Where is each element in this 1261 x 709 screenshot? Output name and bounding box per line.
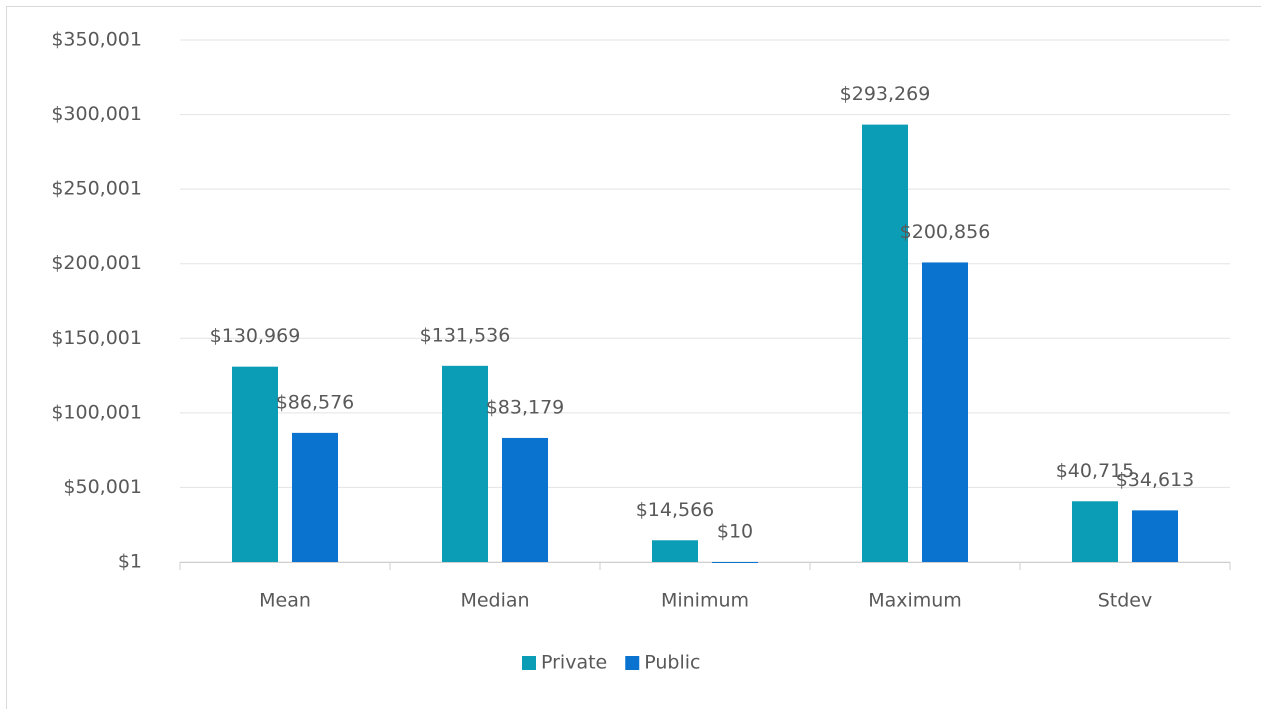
data-label: $83,179 <box>486 396 565 418</box>
data-label: $40,715 <box>1056 460 1135 482</box>
data-label: $34,613 <box>1116 469 1195 491</box>
data-label: $86,576 <box>276 391 355 413</box>
y-tick-label: $300,001 <box>51 103 142 125</box>
bar <box>922 262 968 562</box>
legend-label: Private <box>541 652 607 674</box>
bar <box>862 124 908 562</box>
y-tick-label: $1 <box>118 551 142 573</box>
bar <box>1072 501 1118 562</box>
y-tick-label: $200,001 <box>51 252 142 274</box>
x-tick-label: Median <box>460 590 529 612</box>
data-label: $131,536 <box>420 324 511 346</box>
data-label: $200,856 <box>900 221 991 243</box>
x-tick-label: Minimum <box>661 590 749 612</box>
x-tick-label: Stdev <box>1098 590 1153 612</box>
x-tick-label: Mean <box>259 590 311 612</box>
bar <box>712 561 758 563</box>
data-label: $14,566 <box>636 499 715 521</box>
y-tick-label: $350,001 <box>51 29 142 51</box>
bar <box>292 432 338 562</box>
data-label: $130,969 <box>210 325 301 347</box>
bar <box>652 540 698 562</box>
bar <box>442 365 488 562</box>
bar <box>232 366 278 562</box>
bar <box>1132 510 1178 562</box>
legend-swatch <box>522 656 536 670</box>
data-label: $10 <box>717 520 753 542</box>
x-tick-label: Maximum <box>868 590 962 612</box>
y-tick-label: $50,001 <box>63 476 142 498</box>
y-tick-label: $100,001 <box>51 401 142 423</box>
bar <box>502 437 548 562</box>
y-tick-label: $150,001 <box>51 327 142 349</box>
y-tick-label: $250,001 <box>51 178 142 200</box>
data-label: $293,269 <box>840 83 931 105</box>
legend-label: Public <box>644 652 700 674</box>
chart-frame <box>6 6 1261 709</box>
legend-swatch <box>625 656 640 670</box>
